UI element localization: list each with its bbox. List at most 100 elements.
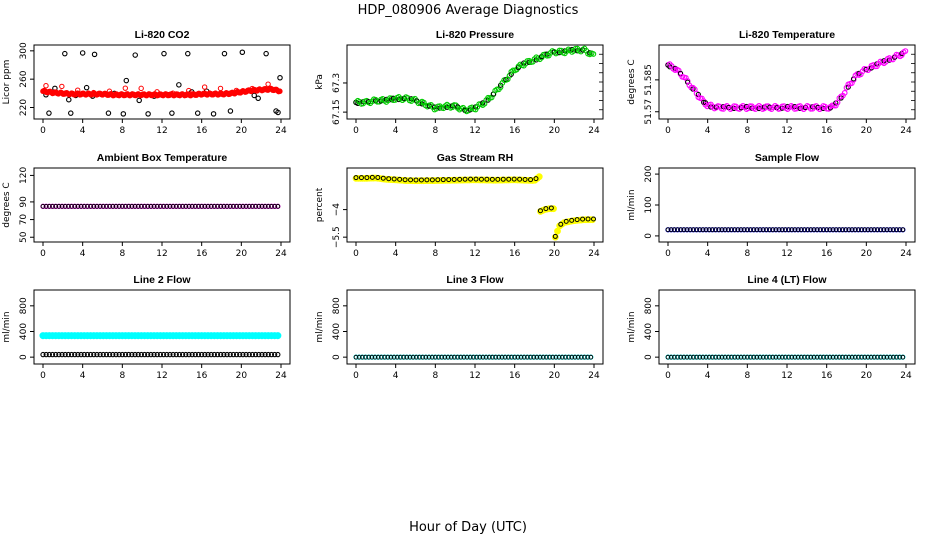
data-point xyxy=(255,95,261,102)
data-point xyxy=(210,111,217,117)
data-point xyxy=(671,227,677,233)
data-point xyxy=(272,203,278,209)
data-point xyxy=(40,203,46,209)
series-mean xyxy=(40,81,283,99)
panel-8: Line 3 Flow ml/min 0 4 8 12 16 20 24 0 400 800 xyxy=(315,274,604,381)
data-point xyxy=(167,351,173,358)
data-point xyxy=(789,227,795,233)
data-point xyxy=(748,354,753,360)
data-point xyxy=(215,203,220,209)
data-point xyxy=(46,110,52,116)
data-point xyxy=(452,354,457,360)
data-point xyxy=(208,351,214,358)
data-point xyxy=(544,354,549,360)
data-point xyxy=(136,97,142,104)
data-point xyxy=(85,203,90,209)
data-point xyxy=(448,354,454,360)
data-point xyxy=(173,351,179,358)
x-tick-label: 0 xyxy=(40,371,46,381)
data-point xyxy=(106,351,113,358)
data-point xyxy=(239,49,246,55)
data-point xyxy=(897,354,903,360)
data-point xyxy=(684,227,690,233)
data-point xyxy=(846,227,852,233)
data-point xyxy=(81,351,87,358)
data-point xyxy=(900,227,906,233)
data-point xyxy=(675,227,680,233)
data-point xyxy=(246,203,252,209)
data-point xyxy=(126,203,132,209)
data-point xyxy=(706,227,712,233)
panel-title: Li-820 CO2 xyxy=(135,29,190,41)
data-point xyxy=(521,354,527,360)
data-point xyxy=(129,351,135,358)
data-point xyxy=(397,176,403,182)
data-point xyxy=(256,351,262,358)
y-tick-label: 800 xyxy=(644,297,654,314)
data-point xyxy=(211,351,218,358)
data-point xyxy=(218,351,224,358)
x-tick-label: 12 xyxy=(156,371,167,381)
data-point xyxy=(372,354,378,360)
data-point xyxy=(436,354,441,360)
data-point xyxy=(559,354,565,360)
data-point xyxy=(821,227,826,233)
data-point xyxy=(902,48,909,54)
data-point xyxy=(391,354,397,360)
data-point xyxy=(148,351,154,358)
x-tick-label: 8 xyxy=(432,371,438,381)
x-tick-label: 24 xyxy=(588,126,600,136)
x-tick-label: 16 xyxy=(196,249,208,259)
series-pressure xyxy=(353,45,597,115)
data-point xyxy=(846,354,852,360)
series-line-3 xyxy=(353,354,594,360)
data-point xyxy=(783,227,788,233)
data-point xyxy=(671,354,677,360)
data-point xyxy=(201,84,208,90)
data-point xyxy=(837,354,842,360)
data-point xyxy=(192,351,198,358)
data-point xyxy=(185,50,191,57)
data-point xyxy=(429,354,435,360)
data-point xyxy=(173,203,179,209)
data-point xyxy=(691,227,696,233)
data-point xyxy=(575,354,581,360)
x-tick-label: 12 xyxy=(781,126,792,136)
data-point xyxy=(132,52,138,58)
x-tick-label: 20 xyxy=(236,126,248,136)
data-point xyxy=(890,354,896,360)
data-point xyxy=(363,354,368,360)
x-tick-label: 24 xyxy=(275,249,287,259)
data-point xyxy=(563,354,568,360)
figure-xlabel: Hour of Day (UTC) xyxy=(409,520,527,535)
data-point xyxy=(440,177,446,183)
data-point xyxy=(126,351,132,358)
y-axis-label: ml/min xyxy=(2,311,12,342)
data-point xyxy=(40,351,46,358)
plot-area xyxy=(353,354,594,360)
data-point xyxy=(186,203,192,209)
y-axis-label: degrees C xyxy=(2,182,12,227)
panel-title: Line 4 (LT) Flow xyxy=(747,274,827,286)
data-point xyxy=(534,354,540,360)
data-point xyxy=(66,96,72,103)
plot-frame xyxy=(658,289,916,365)
data-point xyxy=(65,351,72,358)
data-point xyxy=(90,89,97,96)
data-point xyxy=(729,227,734,233)
data-point xyxy=(852,354,858,360)
y-axis-label: ml/min xyxy=(627,189,637,220)
data-point xyxy=(46,203,52,209)
data-point xyxy=(186,87,192,94)
data-point xyxy=(837,227,842,233)
data-point xyxy=(744,354,750,360)
data-point xyxy=(53,203,59,209)
panel-6: Sample Flow ml/min 0 4 8 12 16 20 24 0 100 200 xyxy=(627,152,916,259)
data-point xyxy=(186,351,192,358)
y-axis-label: degrees C xyxy=(627,59,637,104)
data-point xyxy=(119,203,125,209)
data-point xyxy=(68,110,74,116)
x-tick-label: 12 xyxy=(156,126,167,136)
data-point xyxy=(72,351,78,358)
data-point xyxy=(878,354,883,360)
